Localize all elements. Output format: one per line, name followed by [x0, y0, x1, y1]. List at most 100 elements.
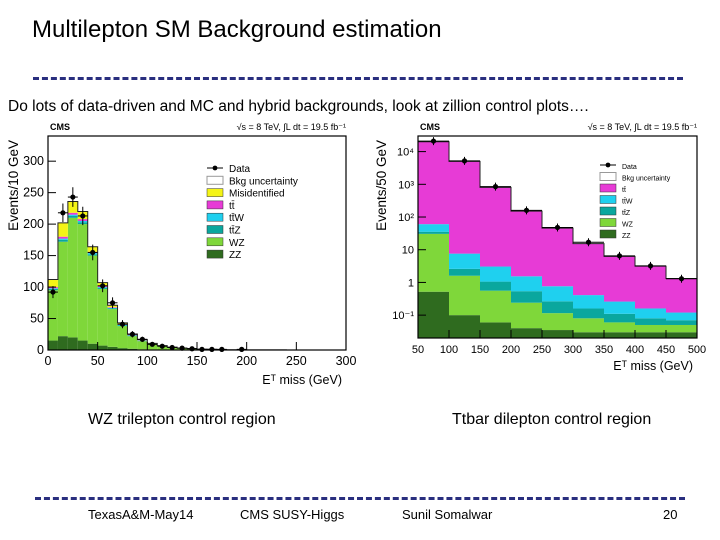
histogram-bar	[449, 253, 480, 269]
bottom-dashed-divider	[35, 497, 685, 500]
footer-venue: TexasA&M-May14	[88, 507, 194, 522]
x-tick-label: 400	[626, 344, 644, 356]
histogram-bar	[635, 318, 666, 325]
legend-marker	[599, 229, 617, 239]
histogram-bar	[449, 268, 480, 276]
legend-marker	[206, 249, 224, 259]
legend-marker	[206, 212, 224, 222]
data-point	[90, 249, 96, 256]
histogram-bar	[604, 256, 635, 302]
histogram-bar	[67, 201, 78, 213]
legend-marker	[599, 195, 617, 204]
histogram-bar	[666, 278, 697, 313]
histogram-bar	[573, 332, 604, 338]
histogram-bar	[67, 215, 78, 218]
histogram-bar	[449, 161, 480, 254]
legend-marker	[206, 188, 224, 197]
x-tick-label: 350	[595, 344, 613, 356]
histogram-bar	[542, 301, 573, 314]
histogram-bar	[449, 275, 480, 316]
histogram-bar	[48, 290, 58, 341]
legend-label: tt̄Z	[229, 224, 241, 236]
x-tick-label: 100	[137, 354, 158, 368]
legend-label: Bkg uncertainty	[622, 176, 671, 183]
histogram-bar	[511, 328, 542, 338]
histogram-bar	[57, 241, 68, 337]
x-tick-label: 0	[45, 354, 52, 368]
histogram-bar	[57, 236, 68, 239]
y-tick-label: 150	[23, 249, 44, 263]
y-tick-label: 10³	[398, 179, 414, 191]
legend-label: Data	[622, 164, 637, 171]
legend-label: tt̄W	[229, 212, 245, 224]
data-point	[219, 346, 225, 352]
histogram-bar	[97, 345, 108, 350]
histogram-bar	[418, 224, 449, 232]
x-tick-label: 150	[187, 354, 208, 368]
data-point	[209, 346, 215, 352]
legend-marker	[599, 206, 617, 216]
x-tick-label: 500	[688, 344, 706, 356]
data-point	[70, 194, 76, 200]
series-ttw	[418, 224, 697, 321]
data-point	[523, 207, 530, 213]
histogram-bar	[635, 266, 666, 309]
histogram-bar	[57, 336, 68, 350]
histogram-bar	[666, 320, 697, 325]
histogram-bar	[418, 141, 449, 225]
data-point	[169, 344, 175, 351]
histogram-bar	[480, 322, 511, 338]
histogram-bar	[573, 295, 604, 309]
x-tick-label: 200	[502, 344, 520, 356]
legend: Data Bkg uncertainty tt̄ tt̄W tt̄Z WZ ZZ	[599, 162, 671, 240]
caption-wz-trilepton: WZ trilepton control region	[88, 411, 276, 428]
histogram-bar	[57, 238, 68, 240]
legend-label: ZZ	[622, 233, 631, 240]
histogram-bar	[117, 348, 128, 350]
x-axis-label: Eᵀ miss (GeV)	[613, 359, 693, 373]
slide-title: Multilepton SM Background estimation	[32, 16, 442, 43]
y-axis: 0 50 100 150 200 250 300	[23, 154, 56, 357]
footer-talk: CMS SUSY-Higgs	[240, 507, 345, 522]
x-tick-label: 300	[564, 344, 582, 356]
histogram-bar	[137, 341, 148, 350]
page-number: 20	[663, 507, 678, 522]
histogram-bar	[573, 318, 604, 333]
legend-label: tt̄	[229, 200, 235, 212]
legend-label: tt̄W	[622, 198, 633, 206]
data-point	[80, 213, 86, 219]
series-ttz	[418, 231, 697, 325]
histogram-bar	[666, 312, 697, 321]
legend-label: WZ	[229, 238, 245, 249]
data-point	[678, 276, 685, 282]
x-tick-label: 300	[336, 354, 357, 368]
x-tick-label: 150	[471, 344, 489, 356]
x-axis: 50 100 150 200 250 300 350 400 450 500	[412, 330, 706, 356]
data-point	[239, 346, 245, 352]
histogram-bar	[449, 315, 480, 338]
y-axis-label: Events/50 GeV	[374, 140, 389, 231]
legend-label: WZ	[622, 222, 634, 229]
y-tick-label: 200	[23, 217, 44, 231]
histogram-bar	[666, 324, 697, 333]
histogram-bar	[480, 266, 511, 282]
histogram-bar	[666, 332, 697, 338]
histogram-bar	[542, 330, 573, 338]
histogram-bar	[511, 211, 542, 277]
histogram-bar	[511, 276, 542, 292]
legend-marker	[206, 200, 224, 210]
histogram-bar	[57, 222, 68, 237]
x-tick-label: 50	[91, 354, 105, 368]
data-point	[492, 184, 499, 190]
histogram-bar	[67, 337, 78, 350]
legend-label: Bkg uncertainty	[229, 176, 298, 187]
legend-label: tt̄Z	[622, 209, 631, 217]
series-wz	[418, 233, 697, 333]
energy-lumi-label: √s = 8 TeV, ∫L dt = 19.5 fb⁻¹	[588, 122, 697, 132]
histogram-bar	[97, 288, 108, 346]
histogram-bar	[107, 309, 118, 347]
y-tick-label: 10⁴	[397, 147, 414, 159]
legend-marker	[212, 165, 218, 171]
y-tick-label: 0	[37, 343, 44, 357]
